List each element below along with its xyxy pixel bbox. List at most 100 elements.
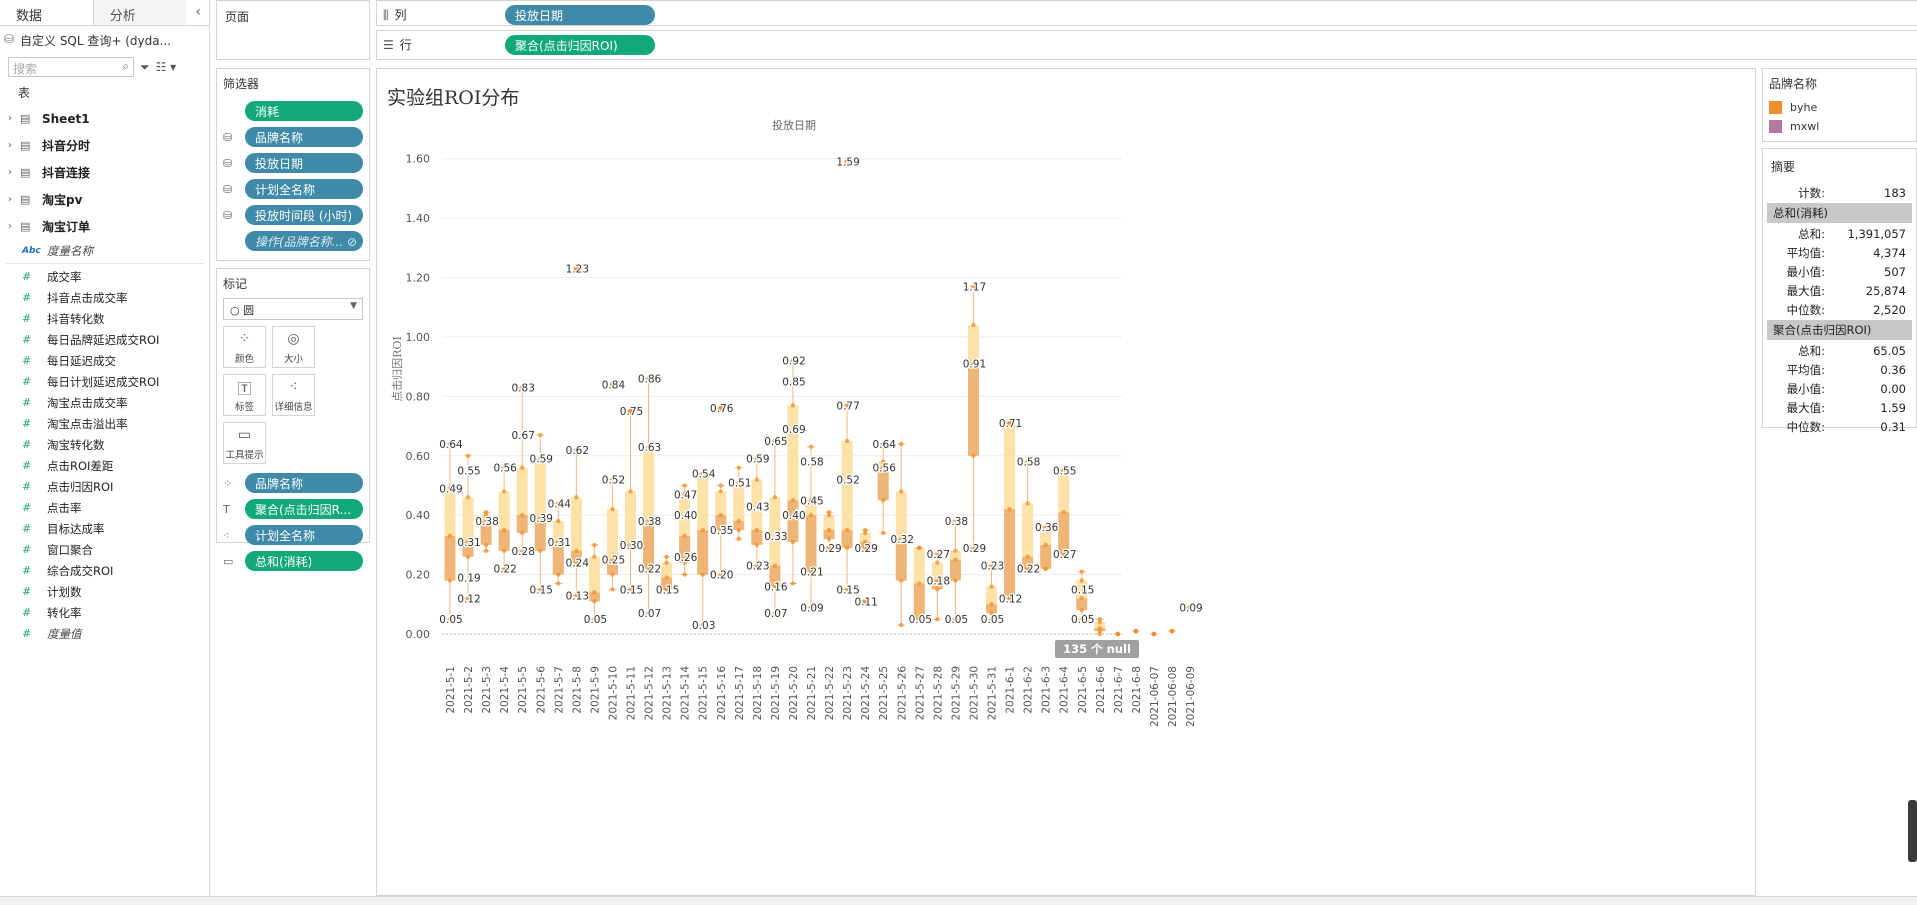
measure-field[interactable]: # 抖音点击成交率 [0, 287, 209, 308]
filter-pill-hour[interactable]: 投放时间段 (小时) [245, 205, 363, 225]
measure-field[interactable]: # 淘宝转化数 [0, 434, 209, 455]
measure-field[interactable]: # 点击率 [0, 497, 209, 518]
marks-pill-brand[interactable]: 品牌名称 [245, 473, 363, 493]
data-point [520, 530, 525, 536]
marks-pill-plan[interactable]: 计划全名称 [245, 525, 363, 545]
measure-field[interactable]: # 淘宝点击成交率 [0, 392, 209, 413]
measure-icon: # [22, 522, 32, 535]
box-plot-chart[interactable]: 0.00 0.20 0.40 0.60 0.80 1.00 1.20 1.40 1.60 投放日期… [377, 69, 1755, 895]
x-tick-label: 2021-06-07 [1149, 666, 1161, 727]
data-point [826, 527, 832, 533]
data-point [1079, 608, 1084, 613]
datasource-item[interactable]: ⛁ 自定义 SQL 查询+ (dyda... [0, 26, 209, 54]
outlier-point [862, 598, 868, 604]
data-point [447, 616, 453, 622]
data-point [808, 512, 814, 518]
measure-field[interactable]: # 抖音转化数 [0, 308, 209, 329]
label-button[interactable]: 🅃 标签 [223, 374, 266, 416]
data-point [574, 548, 579, 554]
expand-icon[interactable]: › [8, 194, 12, 205]
box-lower [1076, 598, 1088, 611]
data-point [808, 498, 814, 503]
marks-pill-roi[interactable]: 聚合(点击归因R... [245, 499, 363, 519]
filter-pill-plan[interactable]: 计划全名称 [245, 179, 363, 199]
measure-field[interactable]: # 点击归因ROI [0, 476, 209, 497]
mark-type-select[interactable]: ○ 圆 ▼ [223, 298, 363, 320]
x-tick-label: 2021-5-23 [842, 666, 854, 720]
scrollbar-handle[interactable] [1908, 800, 1917, 862]
dimension-field[interactable]: Abc 度量名称 [0, 240, 209, 261]
rows-shelf[interactable]: ☰ 行 聚合(点击归因ROI) [376, 30, 1917, 60]
measure-icon: # [22, 564, 32, 577]
chevron-left-icon[interactable]: ‹ [195, 4, 201, 20]
box-lower [859, 541, 871, 548]
data-label: 0.40 [674, 510, 697, 522]
tab-data[interactable]: 数据 [0, 0, 94, 25]
data-point [664, 575, 669, 580]
filter-pill-date[interactable]: 投放日期 [245, 153, 363, 173]
data-point [899, 622, 904, 628]
box-lower [498, 530, 510, 551]
filter-pill-action[interactable]: 操作(品牌名称... ⊘ [245, 231, 363, 251]
columns-shelf[interactable]: ⫼ 列 投放日期 [376, 0, 1917, 26]
x-tick-label: 2021-5-26 [896, 666, 908, 721]
tab-analysis[interactable]: 分析 [93, 0, 188, 25]
rows-pill-roi[interactable]: 聚合(点击归因ROI) [505, 35, 655, 55]
data-point [736, 465, 741, 470]
measure-field[interactable]: # 每日品牌延迟成交ROI [0, 329, 209, 350]
data-point [538, 515, 543, 521]
marks-pill-consumption[interactable]: 总和(消耗) [245, 551, 363, 571]
data-point [718, 483, 723, 488]
tooltip-button[interactable]: ▭ 工具提示 [223, 422, 266, 464]
filter-pill-brand[interactable]: 品牌名称 [245, 127, 363, 147]
box-lower [877, 467, 889, 501]
data-point [971, 322, 976, 328]
detail-button[interactable]: ⁖ 详细信息 [272, 374, 315, 416]
measure-field[interactable]: # 每日延迟成交 [0, 350, 209, 371]
table-item[interactable]: › ▤ 抖音分时 [0, 132, 209, 159]
measure-values-field[interactable]: # 度量值 [0, 623, 209, 644]
data-point [736, 518, 741, 524]
measure-field[interactable]: # 每日计划延迟成交ROI [0, 371, 209, 392]
filters-shelf[interactable]: 筛选器 消耗 ⛁ 品牌名称 ⛁ 投放日期 ⛁ 计划全名称 ⛁ 投放时间段 (小时) 操作… [216, 68, 370, 261]
measure-field[interactable]: # 综合成交ROI [0, 560, 209, 581]
expand-icon[interactable]: › [8, 140, 12, 151]
rows-icon: ☰ [383, 38, 394, 52]
table-item[interactable]: › ▤ 淘宝pv [0, 186, 209, 213]
legend-item-mxwl[interactable]: mxwl [1769, 117, 1910, 136]
data-point [772, 584, 778, 589]
measure-field[interactable]: # 窗口聚合 [0, 539, 209, 560]
filter-pill-consumption[interactable]: 消耗 [245, 101, 363, 121]
size-button[interactable]: ◎ 大小 [272, 326, 315, 368]
columns-pill-date[interactable]: 投放日期 [505, 5, 655, 25]
table-item[interactable]: › ▤ Sheet1 [0, 105, 209, 132]
measure-field[interactable]: # 淘宝点击溢出率 [0, 413, 209, 434]
data-point [754, 527, 760, 533]
measure-field[interactable]: # 点击ROI差距 [0, 455, 209, 476]
box-upper [967, 325, 979, 364]
measure-field[interactable]: # 目标达成率 [0, 518, 209, 539]
box-lower [751, 530, 763, 545]
measure-field[interactable]: # 计划数 [0, 581, 209, 602]
pages-shelf[interactable]: 页面 [216, 0, 370, 60]
measure-field[interactable]: # 成交率 [0, 266, 209, 287]
viz-title: 实验组ROI分布 [387, 87, 520, 109]
size-icon: ◎ [287, 331, 300, 347]
filter-icon[interactable]: ⏷ [140, 59, 150, 74]
data-point [953, 548, 958, 554]
expand-icon[interactable]: › [8, 113, 12, 124]
view-options-icon[interactable]: ☷ ▾ [155, 60, 177, 74]
data-point [538, 587, 543, 592]
search-input[interactable]: 搜索 ⌕ [8, 57, 134, 77]
table-item[interactable]: › ▤ 淘宝订单 [0, 213, 209, 240]
legend-item-byhe[interactable]: byhe [1769, 98, 1910, 117]
measure-field[interactable]: # 转化率 [0, 602, 209, 623]
box-upper [805, 500, 817, 516]
color-button[interactable]: ⁘ 颜色 [223, 326, 266, 368]
data-point [592, 616, 597, 622]
expand-icon[interactable]: › [8, 167, 12, 178]
summary-key: 平均值: [1786, 245, 1825, 260]
expand-icon[interactable]: › [8, 221, 12, 232]
data-point [971, 361, 976, 366]
table-item[interactable]: › ▤ 抖音连接 [0, 159, 209, 186]
